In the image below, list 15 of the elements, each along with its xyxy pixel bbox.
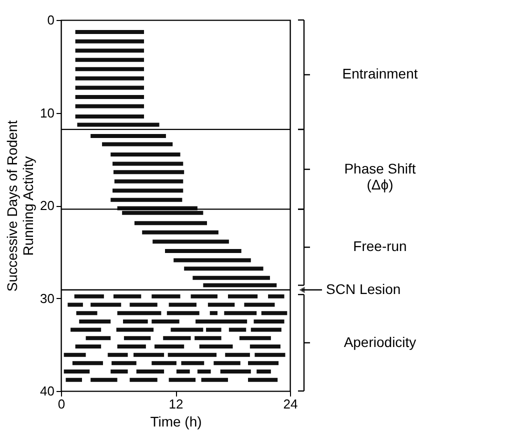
text: Aperiodicity: [344, 334, 416, 350]
y-tick-label: 20: [40, 198, 54, 213]
y-tick-label: 10: [40, 105, 54, 120]
ref-line-label: SCN Lesion: [326, 280, 401, 297]
y-tick-label: 40: [40, 384, 54, 398]
text: Entrainment: [342, 66, 418, 82]
x-axis-title: Time (h): [150, 414, 202, 430]
x-tick-label: 12: [168, 396, 184, 412]
text: Free-run: [353, 238, 407, 254]
x-tick-label: 24: [283, 396, 298, 412]
y-tick-label: 30: [40, 290, 54, 306]
y-tick-label: 0: [47, 12, 54, 28]
text: Phase Shift (Δϕ): [344, 160, 416, 192]
y-axis-title: Successive Days of Rodent Running Activity: [4, 120, 36, 292]
x-tick-label: 0: [58, 396, 66, 412]
